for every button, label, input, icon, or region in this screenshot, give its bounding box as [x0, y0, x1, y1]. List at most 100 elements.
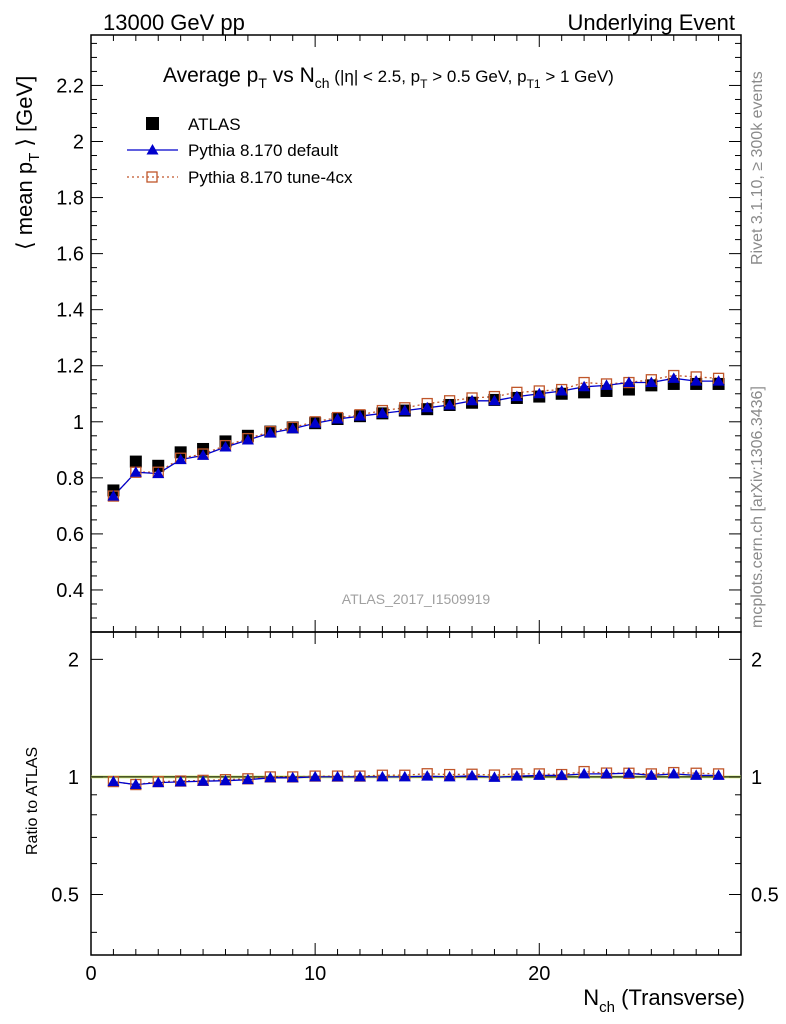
ratio-y-label: Ratio to ATLAS — [24, 747, 41, 855]
ratio-default-point — [376, 770, 389, 782]
ratio-default-point — [309, 770, 322, 782]
ratio-default-point — [667, 767, 680, 779]
legend: ATLAS Pythia 8.170 default Pythia 8.170 … — [127, 115, 353, 187]
ratio-default-point — [578, 767, 591, 779]
default-point — [712, 375, 725, 386]
ratio-default-line — [113, 772, 719, 786]
ratio-y-axis: 0.5 0.5 1 1 2 2 — [51, 649, 779, 933]
ratio-y-tick-label-right: 0.5 — [751, 885, 779, 907]
ratio-y-tick-label: 2 — [68, 649, 79, 671]
default-point — [174, 453, 187, 465]
ratio-default-point — [398, 770, 411, 782]
default-point — [622, 376, 635, 388]
energy-label: 13000 GeV pp — [103, 10, 245, 35]
default-point — [443, 398, 456, 410]
default-point — [264, 427, 277, 438]
default-point — [421, 401, 434, 413]
main-y-tick-label: 0.8 — [56, 468, 84, 490]
ratio-default-point — [712, 769, 725, 780]
default-point — [241, 434, 254, 445]
x-tick-label: 0 — [85, 963, 96, 985]
default-point — [667, 372, 680, 383]
x-axis-label: Nch (Transverse) — [583, 985, 745, 1016]
main-data-marks — [107, 369, 725, 502]
default-point — [376, 407, 389, 418]
default-point — [645, 376, 658, 388]
ratio-default-point — [690, 769, 703, 780]
ratio-default-point — [331, 770, 344, 782]
default-point — [466, 394, 479, 406]
ratio-default-point — [443, 770, 456, 782]
ratio-default-point — [421, 770, 434, 781]
ratio-default-point — [286, 771, 299, 783]
ratio-default-point — [645, 769, 658, 780]
default-point — [219, 441, 232, 452]
ratio-default-point — [466, 769, 479, 781]
tune-series-line — [112, 374, 719, 497]
ratio-default-point — [600, 767, 613, 779]
default-point — [286, 422, 299, 434]
ratio-default-point — [219, 774, 232, 786]
default-point — [129, 466, 142, 477]
ratio-default-point — [533, 769, 546, 780]
default-point — [353, 410, 366, 421]
mcplots-label: mcplots.cern.ch [arXiv:1306.3436] — [749, 386, 766, 628]
legend-marker-default — [146, 144, 159, 155]
ratio-default-point — [353, 770, 366, 782]
legend-label-tune: Pythia 8.170 tune-4cx — [188, 168, 353, 187]
default-point — [398, 404, 411, 416]
main-y-tick-label: 1.8 — [56, 188, 84, 210]
default-point — [331, 412, 344, 424]
legend-marker-atlas — [146, 117, 159, 130]
process-label: Underlying Event — [567, 10, 735, 35]
atlas-point — [174, 446, 187, 459]
ratio-x-axis: 0 10 20 — [85, 632, 742, 985]
default-point — [152, 467, 165, 479]
x-tick-label: 20 — [528, 963, 550, 985]
ratio-default-point — [488, 771, 501, 782]
legend-label-atlas: ATLAS — [188, 115, 241, 134]
default-point — [510, 390, 523, 402]
main-x-axis — [90, 35, 742, 632]
default-point — [107, 490, 120, 501]
default-point — [533, 387, 546, 399]
main-y-tick-label: 1 — [73, 412, 84, 434]
main-y-tick-label: 1.6 — [56, 244, 84, 266]
default-series-line — [112, 377, 719, 497]
main-y-tick-label: 2 — [73, 132, 84, 154]
default-point — [690, 375, 703, 386]
rivet-label: Rivet 3.1.10, ≥ 300k events — [749, 71, 766, 265]
main-y-label: ⟨ mean pT ⟩ [GeV] — [12, 76, 43, 250]
ratio-default-point — [555, 769, 568, 780]
default-point — [197, 449, 210, 460]
ratio-default-point — [107, 775, 120, 787]
atlas-point — [152, 459, 165, 472]
analysis-watermark: ATLAS_2017_I1509919 — [342, 591, 491, 607]
ratio-default-point — [129, 778, 142, 790]
main-y-tick-label: 0.6 — [56, 524, 84, 546]
ratio-y-tick-label-right: 1 — [751, 767, 762, 789]
main-panel: 0.4 0.6 0.8 1 1.2 1.4 1.6 1.8 2 2.2 Average pT vs… — [12, 34, 742, 633]
ratio-frame — [90, 631, 742, 956]
ratio-data-marks — [107, 765, 725, 791]
ratio-default-point — [510, 770, 523, 781]
main-y-axis: 0.4 0.6 0.8 1 1.2 1.4 1.6 1.8 2 2.2 — [56, 42, 741, 619]
legend-marker-tune — [146, 171, 158, 183]
ratio-default-point — [264, 771, 277, 783]
ratio-default-point — [197, 775, 210, 786]
atlas-point — [129, 455, 142, 468]
main-y-tick-label: 2.2 — [56, 75, 84, 97]
default-point — [488, 394, 501, 406]
ratio-default-point — [622, 767, 635, 778]
ratio-y-tick-label: 1 — [68, 767, 79, 789]
ratio-default-point — [152, 776, 165, 788]
default-point — [578, 380, 591, 392]
ratio-panel: 0.5 0.5 1 1 2 2 0 10 20 Ratio to ATLAS Nch (Tra… — [24, 631, 779, 1016]
ratio-default-point — [174, 775, 187, 787]
ratio-default-point — [241, 773, 254, 785]
legend-label-default: Pythia 8.170 default — [188, 141, 339, 160]
default-point — [600, 379, 613, 390]
default-point — [309, 417, 322, 428]
ratio-y-tick-label: 0.5 — [51, 885, 79, 907]
